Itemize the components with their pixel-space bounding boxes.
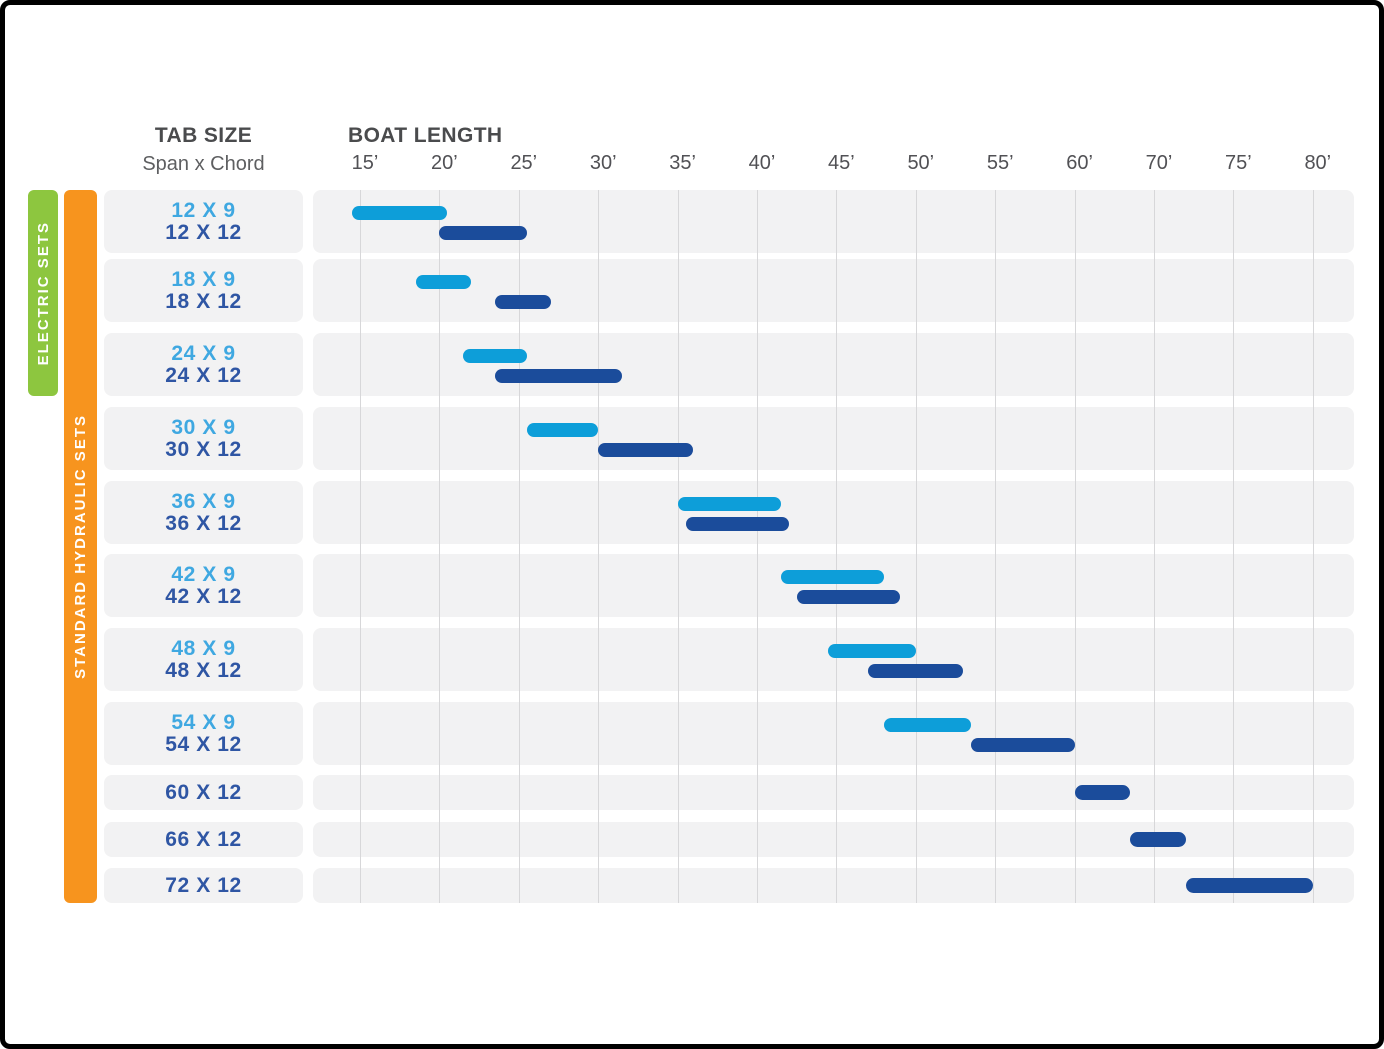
chart-row-band bbox=[313, 554, 1354, 617]
row-label-cell: 48 X 9 48 X 12 bbox=[104, 628, 303, 691]
row-label: 12 X 12 bbox=[165, 220, 242, 244]
row-label-cell: 24 X 9 24 X 12 bbox=[104, 333, 303, 396]
x-axis-tick-label: 50’ bbox=[907, 152, 935, 174]
row-label: 18 X 9 bbox=[171, 267, 236, 291]
gantt-bar bbox=[677, 497, 781, 511]
electric-sets-ribbon: ELECTRIC SETS bbox=[28, 190, 58, 396]
gantt-bar bbox=[868, 664, 964, 678]
x-axis-tick-label: 40’ bbox=[748, 152, 776, 174]
gantt-bar bbox=[780, 570, 885, 584]
gantt-bar bbox=[971, 738, 1075, 752]
row-label: 30 X 12 bbox=[165, 437, 242, 461]
x-axis-tick-label: 55’ bbox=[986, 152, 1014, 174]
row-label-cell: 18 X 9 18 X 12 bbox=[104, 259, 303, 322]
gridline bbox=[1075, 190, 1076, 903]
gantt-bar bbox=[884, 718, 972, 732]
x-axis-tick-label: 80’ bbox=[1304, 152, 1332, 174]
hydraulic-sets-ribbon: STANDARD HYDRAULIC SETS bbox=[64, 190, 97, 903]
chart-row-band bbox=[313, 868, 1354, 903]
gridline bbox=[439, 190, 440, 903]
gantt-bar bbox=[796, 590, 900, 604]
row-label-cell: 72 X 12 bbox=[104, 868, 303, 903]
x-axis-tick-label: 20’ bbox=[431, 152, 458, 174]
row-label-cell: 42 X 9 42 X 12 bbox=[104, 554, 303, 617]
x-axis-tick-label: 45’ bbox=[828, 152, 855, 174]
gantt-bar bbox=[1130, 832, 1186, 847]
x-axis-tick-label: 60’ bbox=[1066, 152, 1093, 174]
gantt-bar bbox=[598, 443, 694, 457]
x-axis-tick-label: 30’ bbox=[589, 152, 617, 174]
tab-size-subtitle: Span x Chord bbox=[142, 153, 265, 175]
row-label-cell: 36 X 9 36 X 12 bbox=[104, 481, 303, 544]
chart-row-band bbox=[313, 407, 1354, 470]
gridline bbox=[1313, 190, 1314, 903]
gantt-bar bbox=[685, 517, 789, 531]
gridline bbox=[916, 190, 917, 903]
x-axis-tick-label: 75’ bbox=[1225, 152, 1252, 174]
gridline bbox=[1154, 190, 1155, 903]
x-axis-tick-label: 70’ bbox=[1145, 152, 1173, 174]
gridline bbox=[836, 190, 837, 903]
gantt-bar bbox=[1074, 785, 1131, 800]
row-label-cell: 30 X 9 30 X 12 bbox=[104, 407, 303, 470]
gridline bbox=[1233, 190, 1234, 903]
row-label-cell: 60 X 12 bbox=[104, 775, 303, 810]
gridline bbox=[995, 190, 996, 903]
row-label-cell: 54 X 9 54 X 12 bbox=[104, 702, 303, 765]
gantt-bar bbox=[494, 295, 551, 309]
row-label: 24 X 12 bbox=[165, 363, 242, 387]
row-label: 42 X 9 bbox=[171, 562, 236, 586]
gridline bbox=[519, 190, 520, 903]
row-label: 42 X 12 bbox=[165, 584, 242, 608]
tab-size-title: TAB SIZE bbox=[154, 124, 253, 147]
chart-row-band bbox=[313, 628, 1354, 691]
hydraulic-sets-label: STANDARD HYDRAULIC SETS bbox=[72, 414, 89, 679]
row-label: 48 X 12 bbox=[165, 658, 242, 682]
gridline bbox=[598, 190, 599, 903]
row-label: 72 X 12 bbox=[165, 873, 242, 897]
gridline bbox=[757, 190, 758, 903]
x-axis-tick-label: 15’ bbox=[351, 152, 379, 174]
row-label: 30 X 9 bbox=[171, 415, 236, 439]
chart-row-band bbox=[313, 190, 1354, 253]
row-label: 24 X 9 bbox=[171, 341, 236, 365]
row-label: 60 X 12 bbox=[165, 780, 242, 804]
gantt-bar bbox=[526, 423, 599, 437]
chart-row-band bbox=[313, 775, 1354, 810]
gridline bbox=[360, 190, 361, 903]
gantt-bar bbox=[494, 369, 622, 383]
row-label: 48 X 9 bbox=[171, 636, 236, 660]
electric-sets-label: ELECTRIC SETS bbox=[34, 220, 52, 366]
chart-row-band bbox=[313, 822, 1354, 857]
chart-row-band bbox=[313, 481, 1354, 544]
gantt-bar bbox=[1185, 878, 1313, 893]
boat-length-title: BOAT LENGTH bbox=[348, 124, 503, 147]
row-label: 66 X 12 bbox=[165, 827, 242, 851]
row-label-cell: 12 X 9 12 X 12 bbox=[104, 190, 303, 253]
chart-row-band bbox=[313, 702, 1354, 765]
row-label: 12 X 9 bbox=[171, 198, 236, 222]
gantt-bar bbox=[352, 206, 448, 220]
gantt-bar bbox=[439, 226, 527, 240]
chart-row-band bbox=[313, 333, 1354, 396]
chart-row-band bbox=[313, 259, 1354, 322]
gantt-bar bbox=[463, 349, 527, 363]
row-label: 54 X 12 bbox=[165, 732, 242, 756]
gantt-bar bbox=[828, 644, 916, 658]
gantt-bar bbox=[415, 275, 472, 289]
row-label: 18 X 12 bbox=[165, 289, 242, 313]
x-axis-tick-label: 35’ bbox=[669, 152, 696, 174]
row-label: 36 X 12 bbox=[165, 511, 242, 535]
row-label: 54 X 9 bbox=[171, 710, 236, 734]
gridline bbox=[678, 190, 679, 903]
row-label: 36 X 9 bbox=[171, 489, 236, 513]
x-axis-tick-label: 25’ bbox=[510, 152, 538, 174]
row-label-cell: 66 X 12 bbox=[104, 822, 303, 857]
